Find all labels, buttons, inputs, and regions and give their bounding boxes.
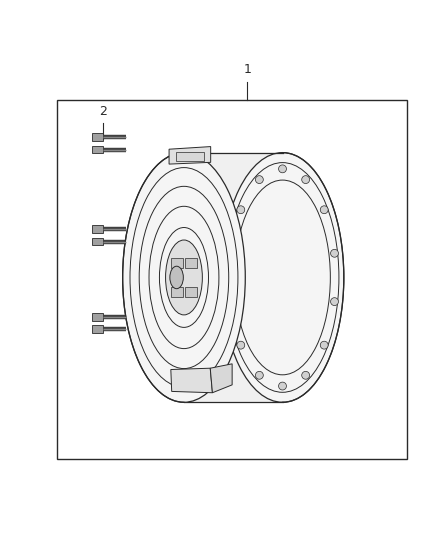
FancyBboxPatch shape xyxy=(92,238,103,246)
Ellipse shape xyxy=(221,152,344,402)
Circle shape xyxy=(226,249,234,257)
Circle shape xyxy=(302,372,310,379)
Circle shape xyxy=(237,206,245,214)
Circle shape xyxy=(255,176,263,183)
Polygon shape xyxy=(210,364,232,393)
FancyBboxPatch shape xyxy=(92,225,103,233)
Circle shape xyxy=(331,297,339,305)
Bar xyxy=(176,152,204,161)
Polygon shape xyxy=(171,368,212,393)
Ellipse shape xyxy=(166,240,202,315)
Circle shape xyxy=(331,249,339,257)
Polygon shape xyxy=(169,147,211,164)
Bar xyxy=(185,287,197,297)
Circle shape xyxy=(302,176,310,183)
Text: 2: 2 xyxy=(99,104,107,118)
Circle shape xyxy=(279,165,286,173)
Ellipse shape xyxy=(170,266,184,289)
FancyBboxPatch shape xyxy=(92,133,103,141)
Circle shape xyxy=(279,382,286,390)
Circle shape xyxy=(320,206,328,214)
Circle shape xyxy=(320,341,328,349)
Bar xyxy=(185,257,197,268)
Ellipse shape xyxy=(123,152,245,402)
Text: 1: 1 xyxy=(244,63,251,76)
Circle shape xyxy=(237,341,245,349)
FancyBboxPatch shape xyxy=(92,325,103,333)
Polygon shape xyxy=(184,152,344,402)
Circle shape xyxy=(226,297,234,305)
Bar xyxy=(57,100,407,459)
Bar xyxy=(171,257,183,268)
FancyBboxPatch shape xyxy=(92,146,103,154)
Circle shape xyxy=(255,372,263,379)
Bar xyxy=(171,287,183,297)
FancyBboxPatch shape xyxy=(92,313,103,321)
